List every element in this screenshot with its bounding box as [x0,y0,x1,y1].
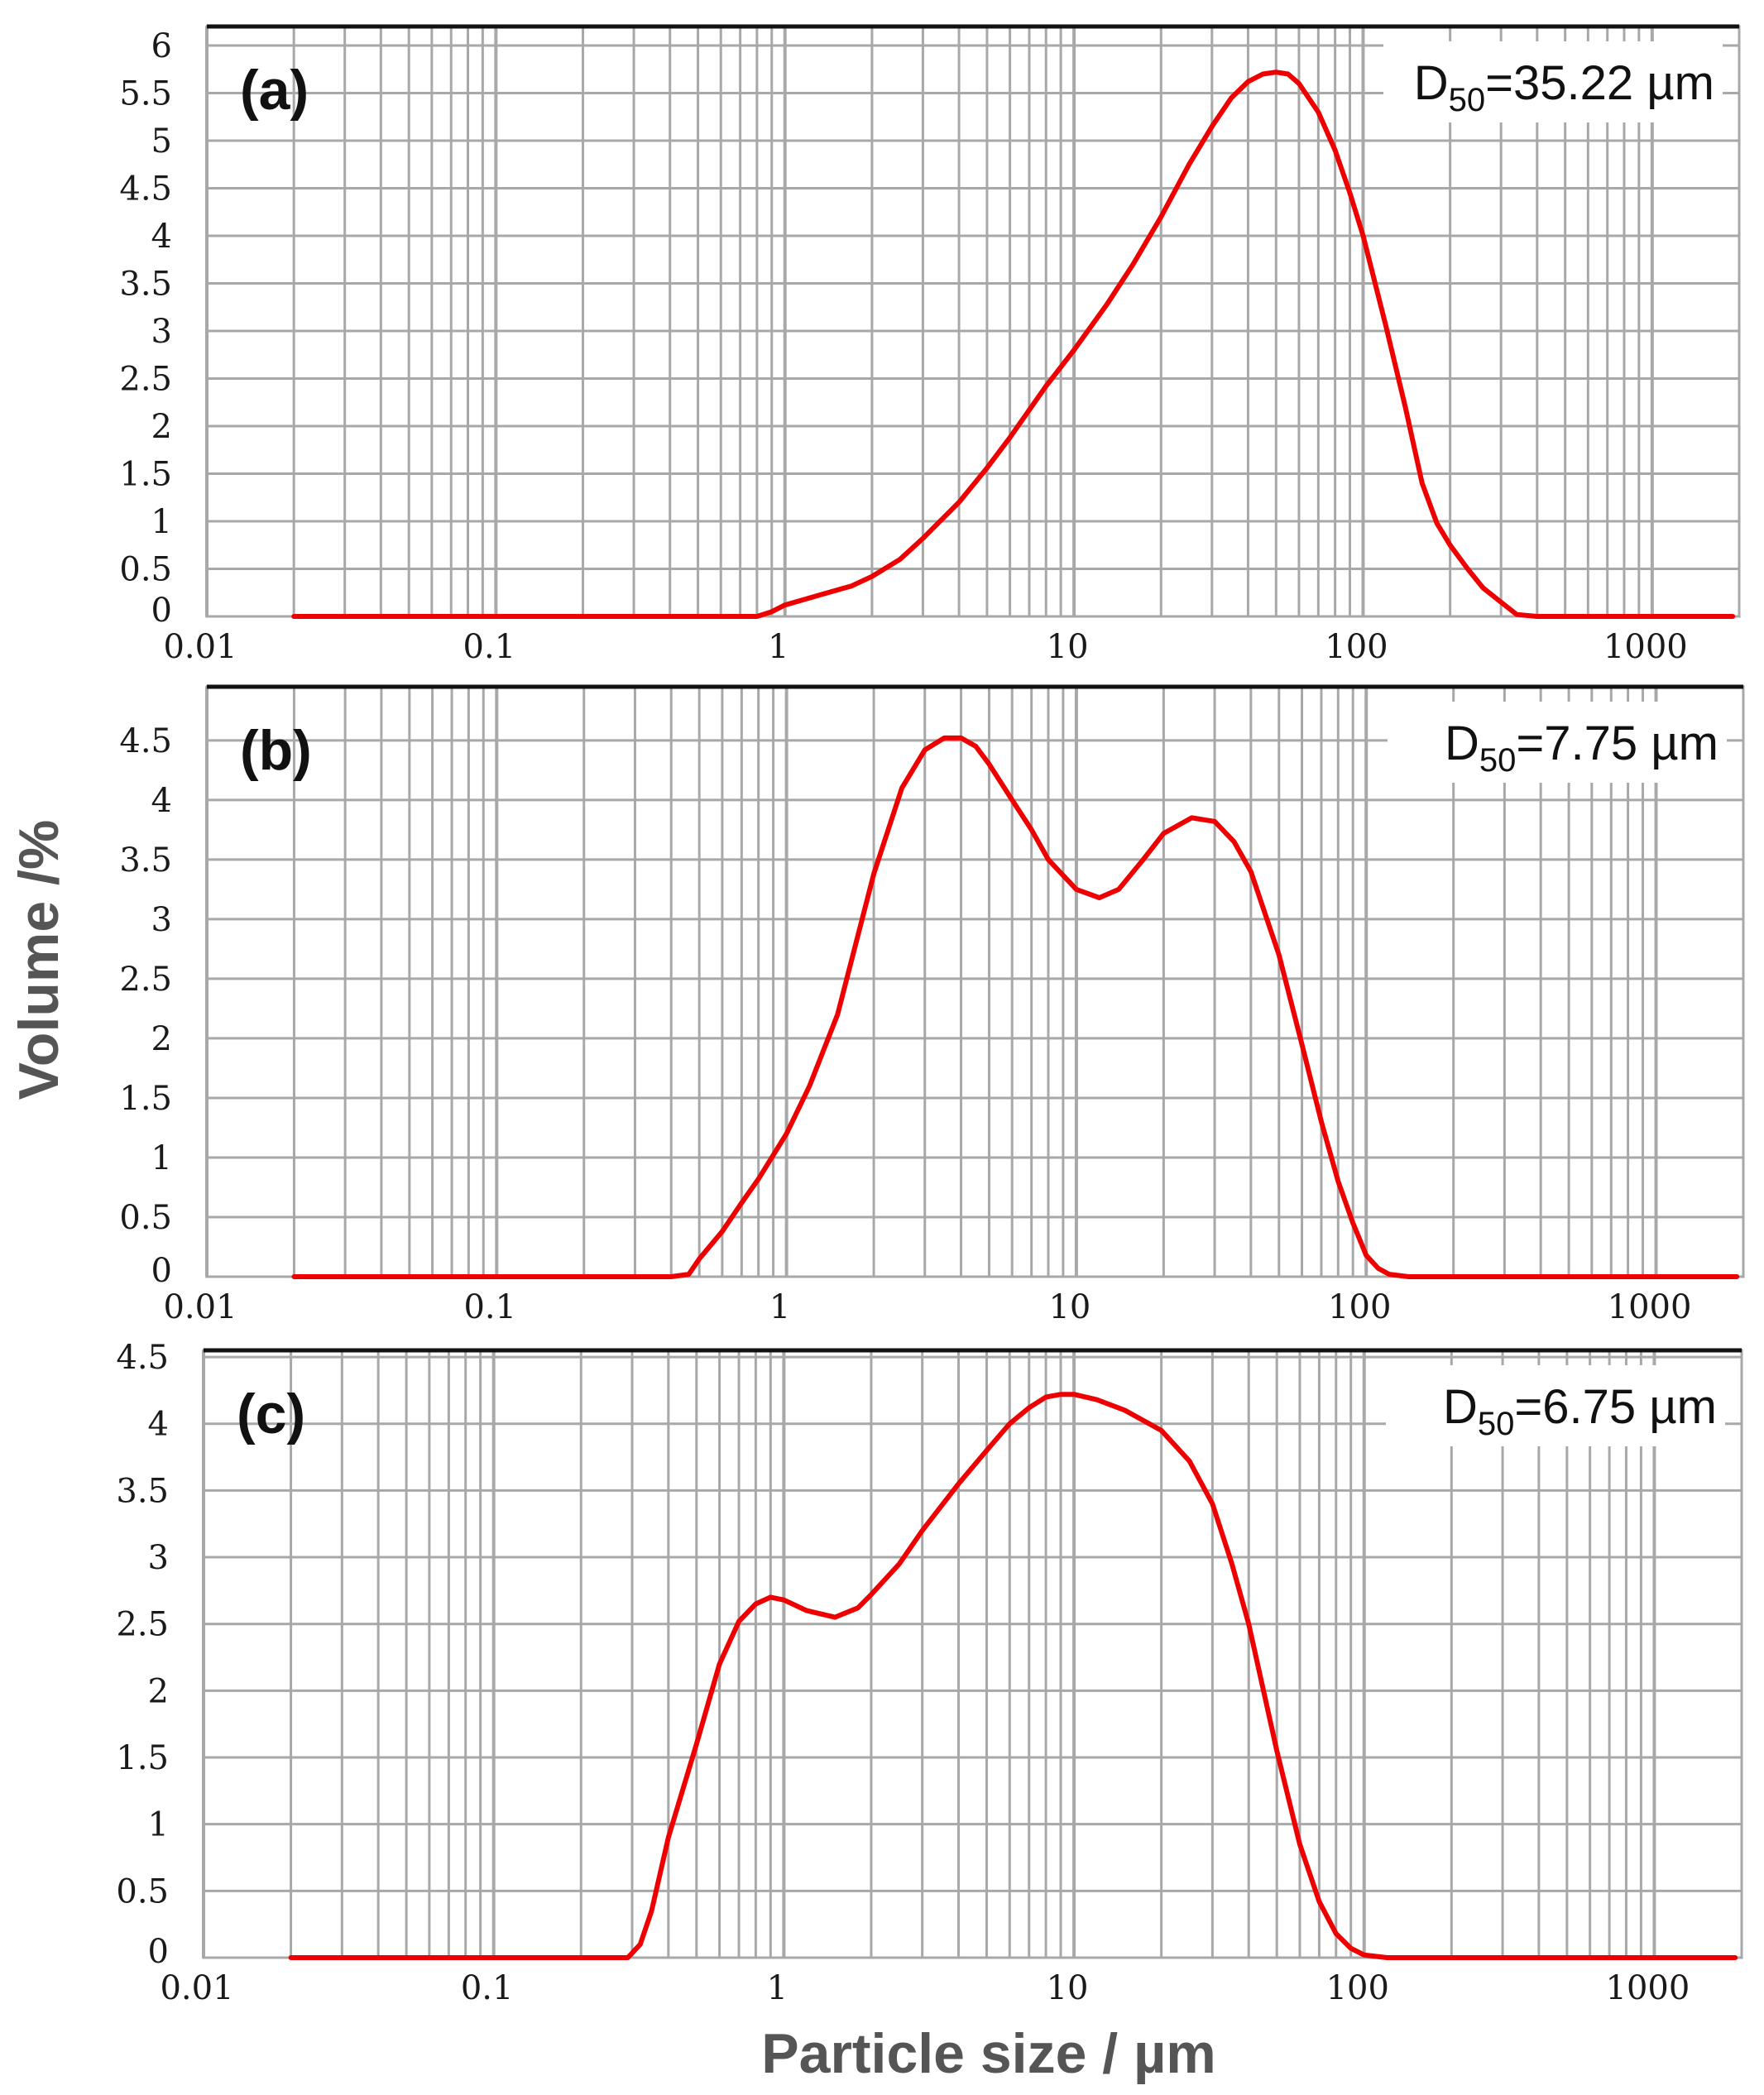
y-tick-label: 0 [151,592,172,630]
y-tick-label: 4 [148,1406,169,1444]
d50-background [1383,41,1723,122]
d50-subscript: 50 [1479,742,1517,779]
y-tick-label: 1.5 [119,1080,172,1118]
d50-annotation: D50=6.75 µm [1443,1380,1717,1442]
y-tick-label: 4 [151,218,172,256]
x-tick-label: 0.1 [461,1969,514,2007]
y-tick-label: 5 [151,122,172,161]
plot-area [205,685,1745,1278]
y-tick-label: 0.5 [119,1199,172,1237]
x-tick-label: 0.1 [463,628,516,666]
y-tick-label: 1.5 [116,1739,169,1777]
y-tick-label: 0.5 [116,1872,169,1910]
d50-background [1388,702,1727,783]
x-tick-label: 0.01 [163,628,237,666]
d50-symbol: D [1445,717,1479,770]
x-tick-label: 100 [1325,628,1388,666]
d50-value: =35.22 µm [1485,56,1714,110]
d50-value: =6.75 µm [1514,1380,1717,1434]
y-tick-label: 2.5 [119,961,172,999]
x-tick-label: 1000 [1608,1288,1692,1326]
y-tick-label: 1 [151,1139,172,1177]
y-tick-label: 4 [151,782,172,820]
y-tick-label: 0.5 [119,551,172,589]
d50-background [1386,1365,1725,1446]
panel-c: 0 0.5 1 1.5 2 2.5 3 3.5 4 4.5 0.01 0.1 1 10 100 1000 (c)… [116,1339,1743,2007]
y-tick-label: 6 [151,27,172,65]
y-tick-label: 1 [148,1806,169,1844]
y-tick-label: 5.5 [119,75,172,113]
d50-annotation: D50=35.22 µm [1414,56,1714,118]
x-tick-label: 10 [1047,628,1089,666]
panel-label: (c) [237,1383,305,1445]
panel-label: (a) [240,59,309,122]
x-tick-label: 1 [769,1288,790,1326]
y-tick-label: 2.5 [116,1606,169,1644]
y-tick-label: 3 [151,313,172,351]
x-tick-label: 100 [1328,1288,1391,1326]
y-tick-label: 2 [148,1672,169,1710]
x-tick-label: 1000 [1603,628,1688,666]
y-tick-label: 0 [151,1252,172,1290]
x-axis-title: Particle size / µm [761,2022,1215,2085]
d50-symbol: D [1443,1380,1478,1434]
y-axis-title: Volume /% [7,820,70,1100]
plot-area [205,25,1741,618]
x-tick-label: 10 [1048,1288,1091,1326]
panel-b: 0 0.5 1 1.5 2 2.5 3 3.5 4 4.5 0.01 0.1 1 10 100 1000 (b)… [119,684,1745,1326]
y-tick-label: 2 [151,1020,172,1058]
x-tick-label: 1 [768,628,789,666]
y-tick-label: 3 [148,1539,169,1577]
d50-value: =7.75 µm [1516,717,1718,770]
y-tick-label: 3 [151,901,172,939]
y-tick-label: 3.5 [116,1472,169,1510]
y-tick-label: 2 [151,408,172,446]
d50-annotation: D50=7.75 µm [1445,717,1718,779]
panel-label: (b) [240,719,312,782]
y-tick-label: 0 [148,1933,169,1971]
y-tick-label: 3.5 [119,841,172,880]
x-tick-label: 1000 [1606,1969,1690,2007]
y-tick-label: 2.5 [119,361,172,399]
y-tick-label: 4.5 [119,170,172,209]
plot-area [202,1349,1743,1959]
d50-symbol: D [1414,56,1449,110]
x-tick-label: 0.1 [463,1288,516,1326]
x-tick-label: 100 [1326,1969,1389,2007]
d50-subscript: 50 [1478,1406,1515,1442]
y-tick-label: 4.5 [119,722,172,760]
x-tick-label: 10 [1047,1969,1089,2007]
panel-a: 00.5 1 1.5 2 2.5 3 3.5 4 4.5 5 5.5 6 0.01 0.1 1 10 100 10… [119,24,1741,666]
series-line [288,1392,1738,1960]
series-line [291,735,1740,1279]
y-tick-label: 1.5 [119,456,172,494]
y-tick-label: 3.5 [119,266,172,304]
panels: 00.511.522.533.544.555.560.01 0.1 1 10 100 10… [116,24,1745,2007]
y-tick-label: 1 [151,503,172,541]
x-tick-label: 1 [767,1969,788,2007]
x-tick-label: 0.01 [163,1288,237,1326]
d50-subscript: 50 [1449,82,1486,118]
y-tick-label: 4.5 [116,1339,169,1377]
x-tick-label: 0.01 [160,1969,233,2007]
series-line [291,70,1736,619]
